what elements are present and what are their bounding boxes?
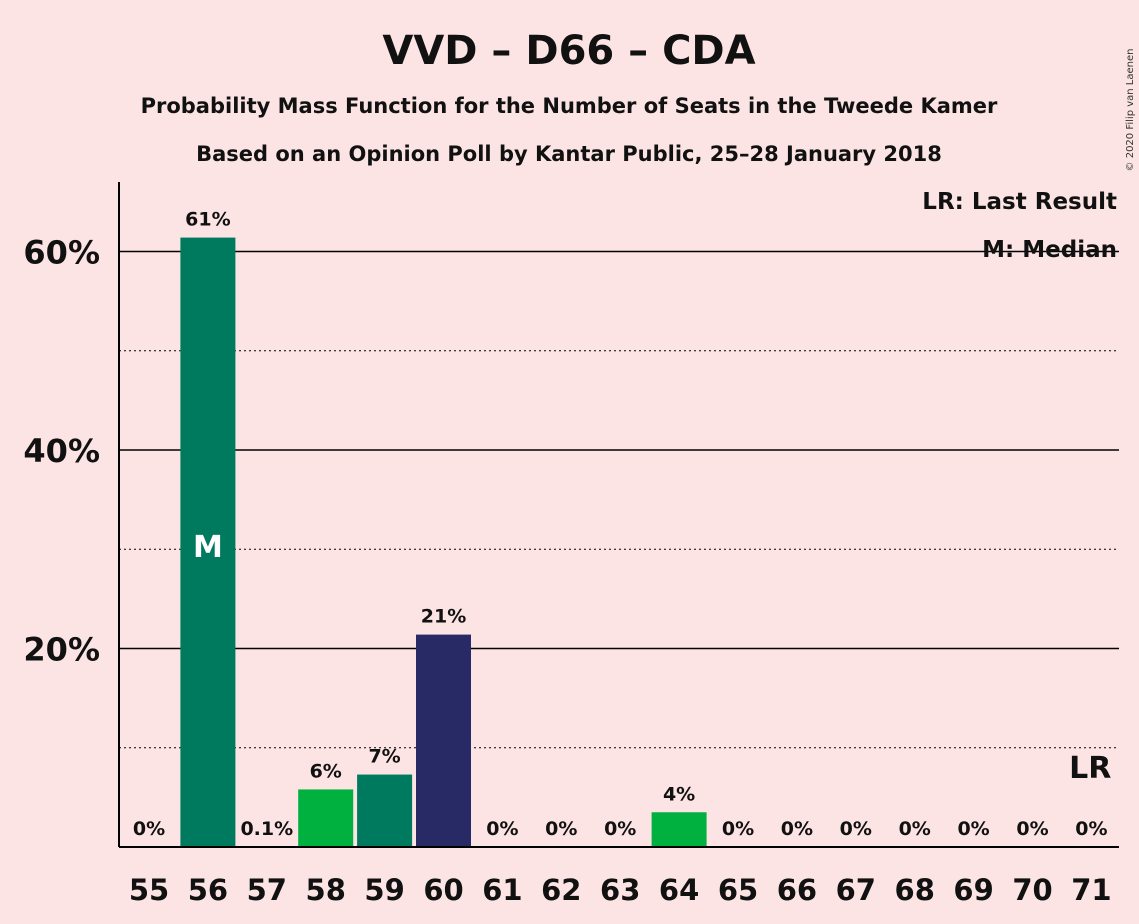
x-tick-seat-71: 71 bbox=[1071, 873, 1111, 907]
y-tick-labels: 20% 40% 60% bbox=[23, 233, 100, 668]
value-label-seat-66: 0% bbox=[781, 818, 813, 840]
bar-seat-64 bbox=[651, 812, 707, 847]
x-tick-seat-63: 63 bbox=[600, 873, 640, 907]
value-label-seat-69: 0% bbox=[957, 818, 989, 840]
value-label-seat-70: 0% bbox=[1016, 818, 1048, 840]
x-tick-seat-67: 67 bbox=[836, 873, 876, 907]
bar-seat-56 bbox=[180, 237, 236, 847]
x-tick-seat-64: 64 bbox=[659, 873, 699, 907]
x-tick-seat-61: 61 bbox=[482, 873, 522, 907]
value-label-seat-63: 0% bbox=[604, 818, 636, 840]
y-tick-label: 40% bbox=[23, 432, 100, 470]
chart-title: VVD – D66 – CDA bbox=[382, 28, 755, 74]
value-label-seat-57: 0.1% bbox=[240, 818, 293, 840]
value-label-seat-56: 61% bbox=[185, 209, 230, 231]
value-label-seat-58: 6% bbox=[310, 760, 342, 782]
y-tick-label: 60% bbox=[23, 233, 100, 271]
x-tick-seat-70: 70 bbox=[1012, 873, 1052, 907]
x-tick-seat-62: 62 bbox=[541, 873, 581, 907]
value-label-seat-67: 0% bbox=[840, 818, 872, 840]
legend-last-result: LR: Last Result bbox=[922, 189, 1117, 215]
x-tick-seat-57: 57 bbox=[247, 873, 287, 907]
bar-seat-58 bbox=[298, 789, 354, 847]
value-label-seat-55: 0% bbox=[133, 818, 165, 840]
value-label-seat-65: 0% bbox=[722, 818, 754, 840]
value-label-seat-71: 0% bbox=[1075, 818, 1107, 840]
value-label-seat-61: 0% bbox=[486, 818, 518, 840]
x-tick-seat-58: 58 bbox=[306, 873, 346, 907]
grid-lines bbox=[119, 250, 1119, 749]
x-tick-seat-68: 68 bbox=[895, 873, 935, 907]
last-result-marker: LR bbox=[1069, 751, 1111, 786]
x-tick-seat-59: 59 bbox=[364, 873, 404, 907]
x-tick-seat-56: 56 bbox=[188, 873, 228, 907]
median-marker: M bbox=[193, 530, 223, 565]
value-label-seat-59: 7% bbox=[368, 746, 400, 768]
x-tick-labels: 55 56 57 58 59 60 61 62 63 64 65 66 67 68 69 70 71 bbox=[129, 873, 1112, 907]
legend-median: M: Median bbox=[982, 237, 1117, 263]
bars-group bbox=[180, 237, 707, 847]
x-tick-seat-66: 66 bbox=[777, 873, 817, 907]
x-tick-seat-69: 69 bbox=[953, 873, 993, 907]
value-label-seat-62: 0% bbox=[545, 818, 577, 840]
value-labels-group: 0% 61% 0.1% 6% 7% 21% 0% 0% 0% 4% 0% 0% 0% 0% 0% 0% 0% bbox=[133, 209, 1108, 840]
x-tick-seat-65: 65 bbox=[718, 873, 758, 907]
chart-subtitle: Probability Mass Function for the Number… bbox=[141, 94, 998, 118]
bar-seat-59 bbox=[357, 774, 413, 847]
y-tick-label: 20% bbox=[23, 630, 100, 668]
value-label-seat-64: 4% bbox=[663, 783, 695, 805]
copyright-notice: © 2020 Filip van Laenen bbox=[1125, 49, 1136, 172]
value-label-seat-60: 21% bbox=[421, 606, 466, 628]
chart-subtitle-poll: Based on an Opinion Poll by Kantar Publi… bbox=[196, 142, 942, 166]
x-tick-seat-55: 55 bbox=[129, 873, 169, 907]
x-tick-seat-60: 60 bbox=[423, 873, 463, 907]
bar-seat-60 bbox=[416, 634, 471, 847]
value-label-seat-68: 0% bbox=[899, 818, 931, 840]
